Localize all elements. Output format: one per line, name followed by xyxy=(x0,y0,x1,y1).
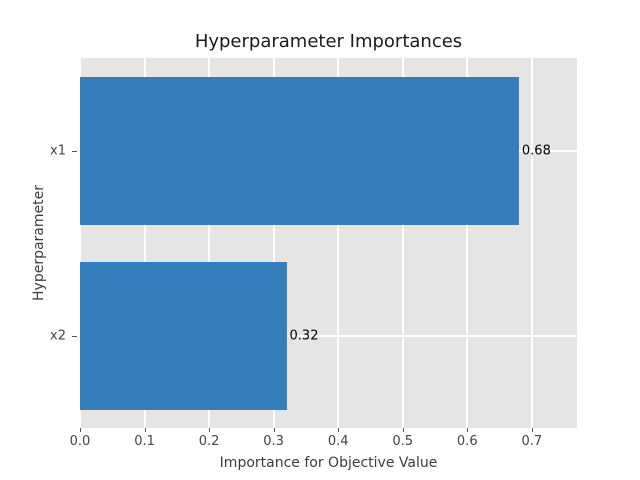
x-tick-mark xyxy=(80,428,81,432)
x-tick-mark xyxy=(273,428,275,432)
y-axis-label: Hyperparameter xyxy=(31,185,47,301)
x-axis-label: Importance for Objective Value xyxy=(219,455,438,471)
x-tick-mark xyxy=(531,428,533,432)
y-tick-mark xyxy=(72,335,77,337)
y-tick-label: x1 xyxy=(50,143,66,158)
x-tick-label: 0.7 xyxy=(521,434,543,449)
gridline-vertical xyxy=(530,58,533,428)
x-tick-label: 0.0 xyxy=(69,434,91,449)
chart-title: Hyperparameter Importances xyxy=(194,31,463,52)
x-tick-label: 0.6 xyxy=(456,434,478,449)
bar-value-label: 0.32 xyxy=(289,328,319,343)
gridline-vertical xyxy=(79,58,81,428)
bar-x1 xyxy=(80,76,519,225)
x-tick-mark xyxy=(209,428,211,432)
gridline-vertical xyxy=(272,58,275,428)
x-tick-label: 0.2 xyxy=(198,434,220,449)
gridline-vertical xyxy=(401,58,404,428)
gridline-vertical xyxy=(466,58,469,428)
bar-x2 xyxy=(80,261,287,410)
gridline-vertical xyxy=(208,58,211,428)
x-tick-label: 0.3 xyxy=(263,434,284,449)
y-tick-mark xyxy=(72,150,77,152)
x-tick-label: 0.4 xyxy=(327,434,349,449)
x-tick-mark xyxy=(338,428,340,432)
y-tick-label: x2 xyxy=(50,328,66,343)
x-tick-mark xyxy=(144,428,146,432)
x-tick-mark xyxy=(467,428,469,432)
x-tick-label: 0.1 xyxy=(134,434,155,449)
gridline-horizontal xyxy=(80,334,577,337)
x-tick-mark xyxy=(402,428,404,432)
bar-value-label: 0.68 xyxy=(521,143,551,158)
gridline-vertical xyxy=(337,58,340,428)
plot-area: 0.68 0.32 xyxy=(79,58,577,428)
x-tick-label: 0.5 xyxy=(392,434,414,449)
gridline-vertical xyxy=(143,58,146,428)
